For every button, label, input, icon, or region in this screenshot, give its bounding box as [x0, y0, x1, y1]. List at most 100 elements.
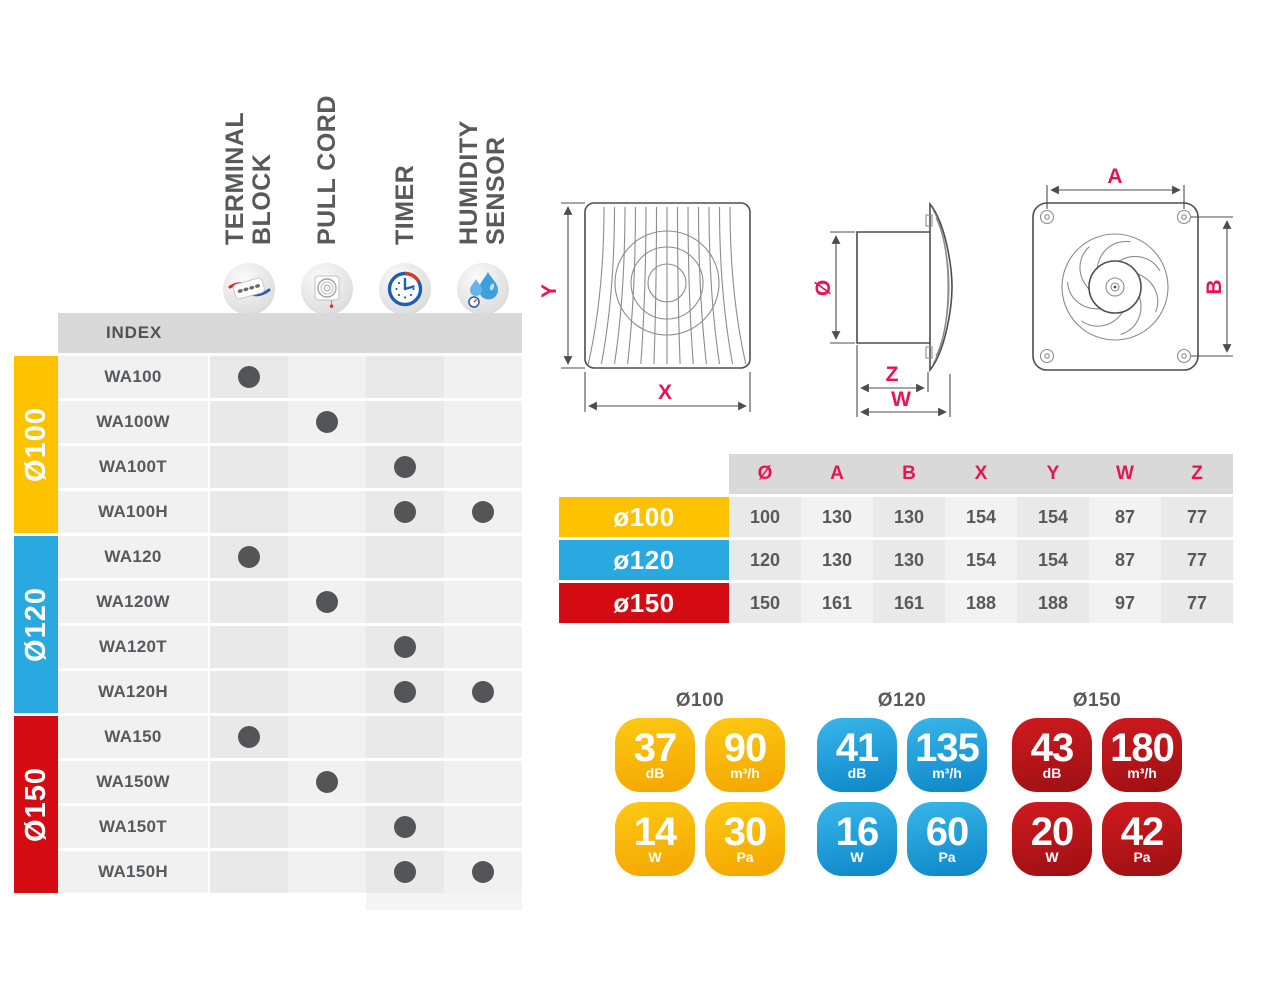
model-name: WA150H: [58, 851, 210, 893]
feature-cell: [210, 401, 288, 443]
feature-cell: [366, 356, 444, 398]
feature-cell: [288, 491, 366, 533]
feature-dot: [472, 501, 494, 523]
feature-cell: [444, 716, 522, 758]
dim-value-cell: 188: [1017, 583, 1089, 623]
spec-badge: 60 Pa: [907, 802, 987, 876]
feature-row: WA150: [58, 716, 522, 758]
model-name: WA120W: [58, 581, 210, 623]
dim-value-cell: 130: [873, 540, 945, 580]
feature-cell: [366, 581, 444, 623]
dim-value-cell: 161: [873, 583, 945, 623]
group-band: Ø100: [14, 356, 58, 533]
dim-column-header: X: [974, 463, 988, 484]
dim-value-cell: 77: [1161, 497, 1233, 537]
dim-value-cell: 77: [1161, 583, 1233, 623]
dim-value-cell: 154: [945, 540, 1017, 580]
feature-cell: [444, 806, 522, 848]
feature-cell: [288, 761, 366, 803]
timer-icon: [379, 263, 431, 315]
feature-dot: [394, 501, 416, 523]
feature-cell: [444, 626, 522, 668]
badge-group-title: Ø120: [877, 690, 927, 711]
feature-row: WA120T: [58, 626, 522, 668]
feature-dot: [238, 726, 260, 748]
dim-b-label: B: [1203, 279, 1226, 294]
feature-row: WA150W: [58, 761, 522, 803]
model-name: WA100T: [58, 446, 210, 488]
feature-dot: [394, 861, 416, 883]
spec-badge-unit: dB: [1042, 765, 1062, 781]
feature-cell: [366, 446, 444, 488]
feature-cell: [288, 716, 366, 758]
feature-row: WA100T: [58, 446, 522, 488]
feature-cell: [288, 626, 366, 668]
spec-badge-unit: dB: [847, 765, 867, 781]
feature-dot: [472, 681, 494, 703]
feature-cell: [288, 581, 366, 623]
dim-column-header: Y: [1046, 463, 1060, 484]
dim-diameter-label: Ø: [812, 280, 835, 296]
dim-column-header: Z: [1191, 463, 1203, 484]
dim-column-header: Ø: [757, 463, 773, 484]
spec-badge-value: 20: [1030, 810, 1074, 854]
dim-value-cell: 97: [1089, 583, 1161, 623]
feature-dot: [316, 771, 338, 793]
spec-badge-unit: Pa: [1133, 849, 1151, 865]
feature-cell: [210, 491, 288, 533]
feature-row: WA120H: [58, 671, 522, 713]
feature-cell: [210, 716, 288, 758]
spec-badge-value: 135: [915, 726, 980, 770]
model-name: WA100H: [58, 491, 210, 533]
dim-value-cell: 161: [801, 583, 873, 623]
feature-cell: [288, 401, 366, 443]
feature-row: WA120: [58, 536, 522, 578]
feature-cell: [444, 491, 522, 533]
feature-dot: [238, 546, 260, 568]
feature-row: WA150H: [58, 851, 522, 893]
spec-badge-value: 14: [633, 810, 677, 854]
model-name: WA100: [58, 356, 210, 398]
feature-cell: [366, 626, 444, 668]
badge-grid: 41 dB 135 m³/h 16 W 60 Pa: [817, 718, 987, 876]
feature-cell: [288, 806, 366, 848]
feature-cell: [366, 536, 444, 578]
feature-cell: [366, 671, 444, 713]
spec-badge: 135 m³/h: [907, 718, 987, 792]
model-name: WA150: [58, 716, 210, 758]
spec-badge-unit: m³/h: [932, 765, 962, 781]
feature-cell: [210, 581, 288, 623]
badge-grid: 43 dB 180 m³/h 20 W 42 Pa: [1012, 718, 1182, 876]
feature-cell: [210, 356, 288, 398]
feature-dot: [316, 591, 338, 613]
dim-value-cell: 120: [729, 540, 801, 580]
spec-badge-value: 42: [1120, 810, 1164, 854]
spec-badge-unit: W: [850, 849, 864, 865]
feature-dot: [316, 411, 338, 433]
dim-value-cell: 188: [945, 583, 1017, 623]
spec-badge-value: 90: [723, 726, 767, 770]
spec-badge-value: 16: [835, 810, 879, 854]
feature-dot: [394, 681, 416, 703]
feature-row: WA100W: [58, 401, 522, 443]
model-name: WA150W: [58, 761, 210, 803]
model-name: WA120T: [58, 626, 210, 668]
spec-badge: 41 dB: [817, 718, 897, 792]
spec-badge: 14 W: [615, 802, 695, 876]
feature-dot: [394, 456, 416, 478]
spec-badge: 16 W: [817, 802, 897, 876]
feature-cell: [444, 671, 522, 713]
spec-badge-value: 37: [633, 726, 677, 770]
feature-cell: [210, 806, 288, 848]
feature-cell: [288, 851, 366, 893]
spec-badge-unit: Pa: [736, 849, 754, 865]
feature-cell: [444, 581, 522, 623]
spec-badge-value: 43: [1030, 726, 1074, 770]
humidity-sensor-icon: [457, 263, 509, 315]
feature-cell: [366, 716, 444, 758]
dim-z-label: Z: [886, 363, 899, 386]
feature-cell: [366, 491, 444, 533]
badge-group: Ø120 41 dB 135 m³/h 16 W 60 Pa: [817, 690, 987, 876]
back-view-drawing: A B: [1032, 165, 1233, 371]
feature-cell: [210, 671, 288, 713]
